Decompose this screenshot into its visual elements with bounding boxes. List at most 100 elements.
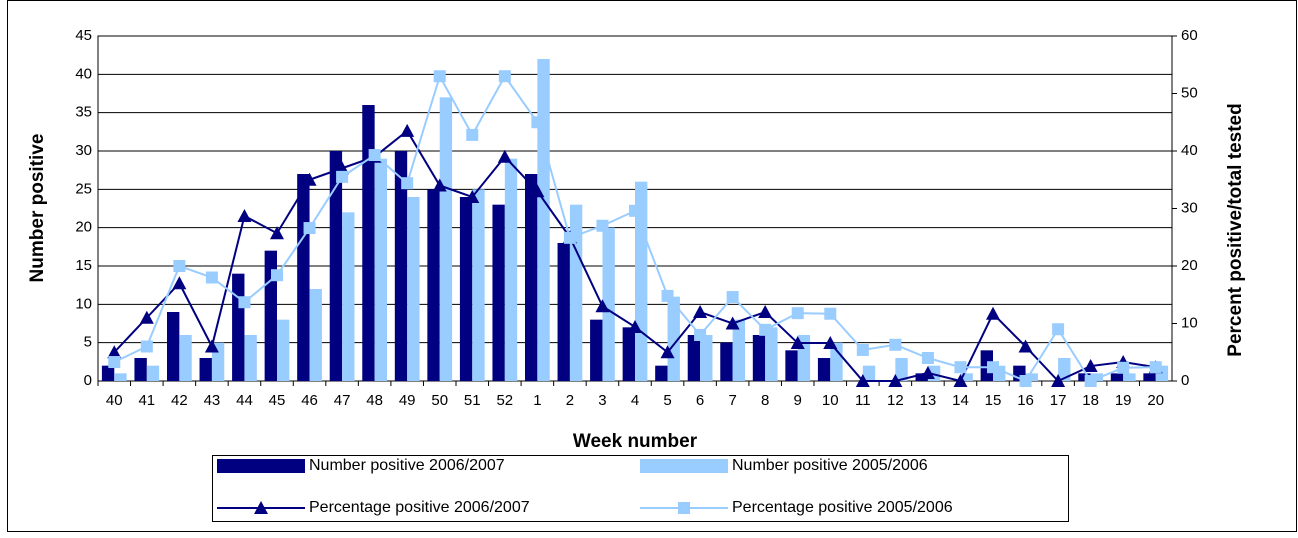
x-tick-label: 6 xyxy=(696,392,704,409)
point xyxy=(563,231,576,244)
point xyxy=(921,352,934,364)
x-tick-label: 5 xyxy=(663,392,671,409)
bar xyxy=(179,335,192,381)
x-tick-label: 10 xyxy=(822,392,839,409)
bar xyxy=(590,319,603,381)
y-tick-label: 10 xyxy=(75,295,92,312)
bar xyxy=(492,204,505,381)
y2-axis-title: Percent positive/total tested xyxy=(1225,103,1246,356)
y-tick-label: 40 xyxy=(75,65,92,82)
point xyxy=(725,316,740,330)
x-tick-label: 8 xyxy=(761,392,769,409)
x-tick-label: 7 xyxy=(728,392,736,409)
x-tick-label: 14 xyxy=(952,392,969,409)
point xyxy=(595,299,610,313)
y2-tick-label: 20 xyxy=(1181,257,1198,274)
bar xyxy=(667,296,680,381)
point xyxy=(920,365,935,379)
point xyxy=(271,269,283,282)
y2-tick-label: 30 xyxy=(1181,199,1198,216)
bar xyxy=(830,342,843,381)
frame xyxy=(7,0,1297,532)
x-tick-label: 48 xyxy=(366,392,383,409)
x-tick-label: 44 xyxy=(236,392,253,409)
bar xyxy=(602,227,615,381)
legend-label: Number positive 2006/2007 xyxy=(309,457,505,474)
point xyxy=(497,149,512,163)
point xyxy=(1149,361,1162,374)
bar xyxy=(569,204,583,381)
y-tick-label: 25 xyxy=(75,180,92,197)
x-tick-label: 46 xyxy=(301,392,318,409)
legend-swatch xyxy=(217,459,305,473)
point xyxy=(953,374,968,387)
point xyxy=(986,306,1000,320)
bar xyxy=(915,373,928,381)
bar xyxy=(1143,373,1156,381)
x-tick-label: 17 xyxy=(1050,392,1067,409)
x-tick-label: 51 xyxy=(464,392,481,409)
x-tick-label: 40 xyxy=(106,392,123,409)
point xyxy=(629,204,641,217)
bar xyxy=(895,358,908,381)
bar xyxy=(114,373,127,381)
x-tick-label: 2 xyxy=(566,392,574,409)
y-axis-title: Number positive xyxy=(27,134,48,283)
point xyxy=(107,345,122,359)
point xyxy=(856,343,869,356)
point xyxy=(628,319,642,333)
y2-tick-label: 60 xyxy=(1181,27,1198,44)
bar xyxy=(472,189,485,381)
bar xyxy=(342,212,355,381)
bar xyxy=(557,243,570,381)
y-tick-label: 45 xyxy=(75,27,92,44)
x-tick-label: 1 xyxy=(533,392,541,409)
bar xyxy=(862,365,876,381)
bar xyxy=(700,335,713,381)
bar xyxy=(622,327,635,381)
bar xyxy=(101,365,115,381)
bar xyxy=(309,289,322,381)
x-tick-label: 15 xyxy=(985,392,1002,409)
legend-marker xyxy=(254,501,268,514)
point xyxy=(823,336,838,350)
point xyxy=(270,226,284,240)
y-tick-label: 20 xyxy=(75,219,92,236)
legend-label: Percentage positive 2006/2007 xyxy=(309,499,530,516)
point xyxy=(693,305,708,318)
point xyxy=(139,310,154,324)
bar xyxy=(244,335,257,381)
bar xyxy=(1058,358,1071,381)
point xyxy=(758,305,773,318)
point xyxy=(1018,339,1033,353)
point xyxy=(790,336,805,350)
x-tick-label: 42 xyxy=(171,392,188,409)
x-tick-label: 43 xyxy=(204,392,221,409)
point xyxy=(172,276,187,290)
x-tick-label: 47 xyxy=(334,392,351,409)
bar xyxy=(1078,373,1091,381)
bar xyxy=(232,273,245,381)
legend-marker xyxy=(678,502,690,514)
x-tick-label: 52 xyxy=(496,392,513,409)
point xyxy=(1052,323,1065,336)
point xyxy=(466,128,479,141)
bar xyxy=(277,319,290,381)
y-tick-label: 5 xyxy=(84,334,92,351)
point xyxy=(954,361,967,374)
bar xyxy=(817,358,831,381)
y-tick-label: 0 xyxy=(84,372,92,389)
x-tick-label: 12 xyxy=(887,392,904,409)
x-tick-label: 19 xyxy=(1115,392,1132,409)
point xyxy=(596,219,609,232)
point xyxy=(855,374,870,387)
point xyxy=(204,339,219,353)
bar xyxy=(720,342,733,381)
x-tick-label: 4 xyxy=(631,392,639,409)
point xyxy=(400,123,415,137)
point xyxy=(824,307,837,320)
legend-label: Percentage positive 2005/2006 xyxy=(732,499,953,516)
bar xyxy=(752,335,766,381)
point xyxy=(694,329,707,341)
